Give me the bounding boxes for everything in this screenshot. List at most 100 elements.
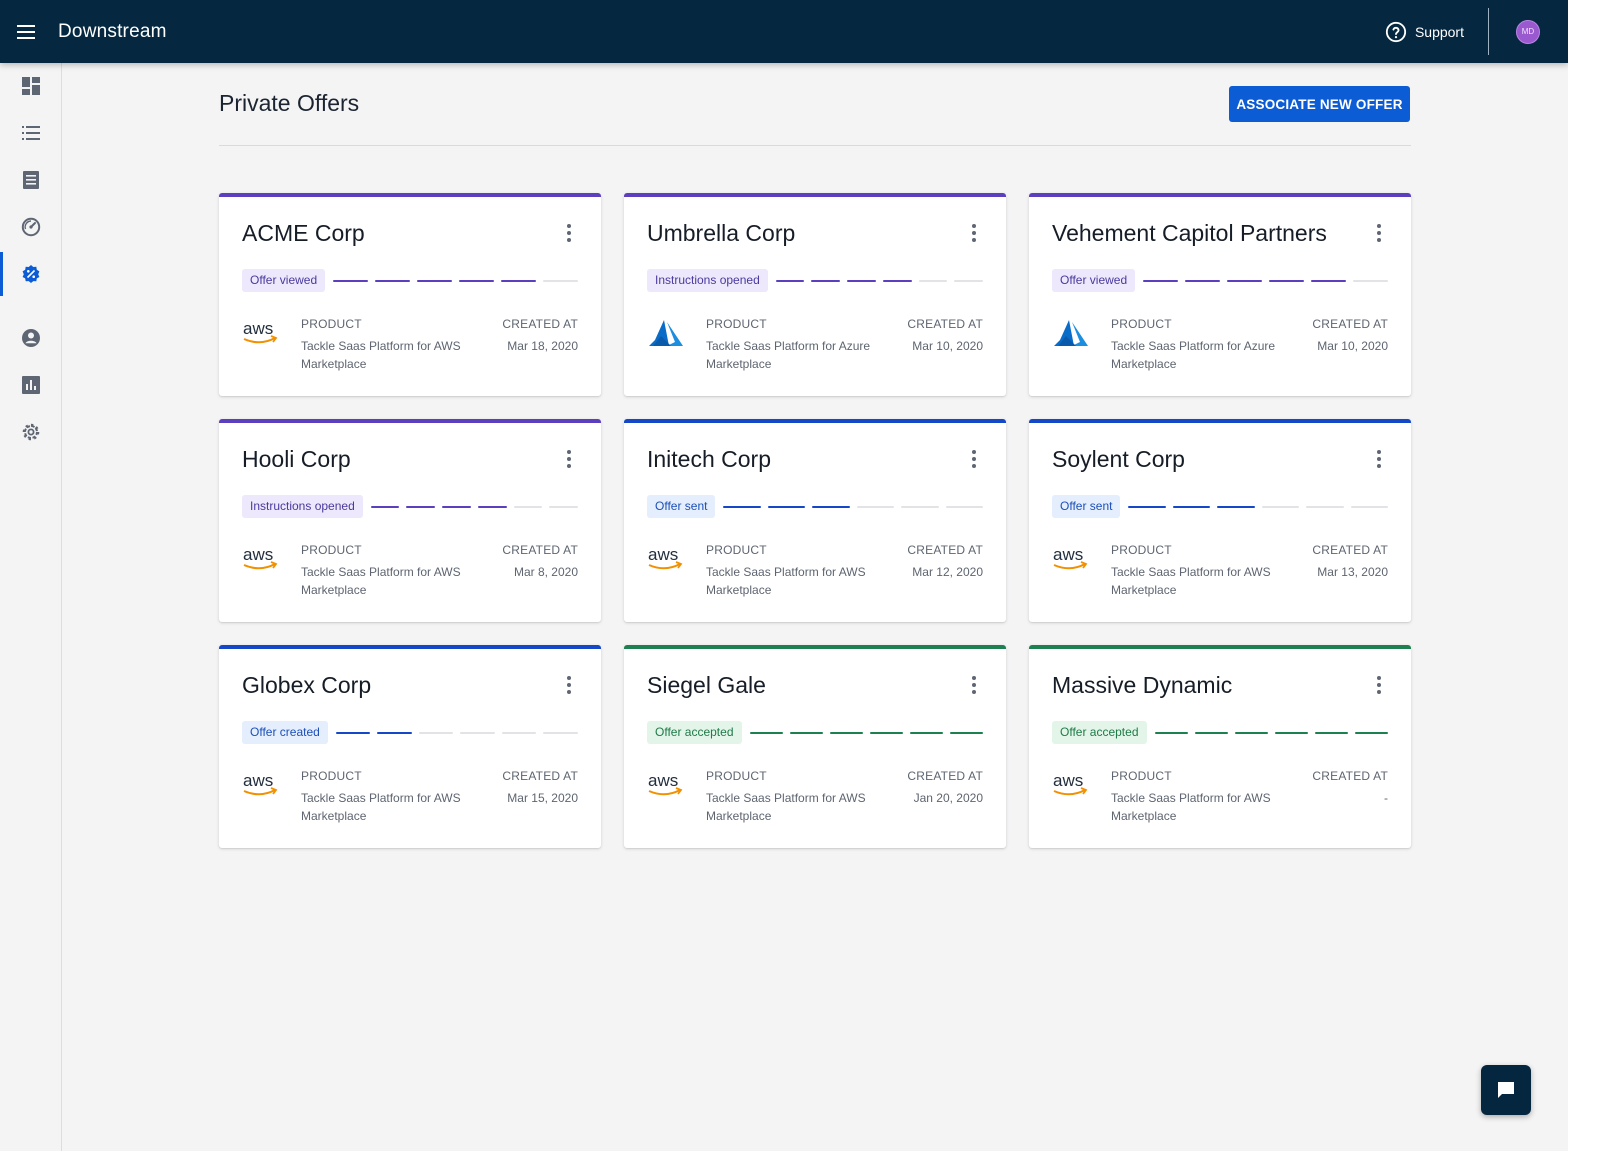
created-at-label: CREATED AT xyxy=(502,317,578,331)
offer-card[interactable]: Initech Corp Offer sent aws PRODUCT Tackle S… xyxy=(624,419,1006,622)
chat-bubble-icon xyxy=(1498,1082,1514,1098)
title-divider xyxy=(219,145,1411,146)
sidebar-item-list[interactable] xyxy=(0,111,61,155)
offer-card[interactable]: Massive Dynamic Offer accepted aws PRODUCT T… xyxy=(1029,645,1411,848)
progress-step xyxy=(1269,279,1305,282)
progress-step xyxy=(1194,731,1228,734)
more-vert-icon[interactable] xyxy=(970,224,978,242)
progress-step xyxy=(829,731,863,734)
status-row: Offer created xyxy=(242,721,579,744)
progress-step xyxy=(882,279,912,282)
progress-step xyxy=(477,505,507,508)
aws-logo-icon: aws xyxy=(242,770,280,800)
offer-card[interactable]: Vehement Capitol Partners Offer viewed PRO… xyxy=(1029,193,1411,396)
status-row: Offer viewed xyxy=(242,269,578,292)
offer-company: Siegel Gale xyxy=(647,672,766,698)
status-badge: Offer sent xyxy=(647,495,716,518)
created-at-value: Mar 10, 2020 xyxy=(912,339,983,353)
more-vert-icon[interactable] xyxy=(1375,450,1383,468)
progress-step xyxy=(1154,731,1188,734)
progress-step xyxy=(918,279,948,282)
created-at-label: CREATED AT xyxy=(1312,317,1388,331)
offer-card[interactable]: Siegel Gale Offer accepted aws PRODUCT Tackl… xyxy=(624,645,1006,848)
sidebar-item-documents[interactable] xyxy=(0,158,61,202)
status-row: Offer sent xyxy=(647,495,984,518)
app-title: Downstream xyxy=(58,20,167,42)
progress-step xyxy=(1306,505,1344,508)
offer-card[interactable]: ACME Corp Offer viewed aws PRODUCT Tackle Sa… xyxy=(219,193,601,396)
offer-company: Umbrella Corp xyxy=(647,220,796,246)
dashboard-icon xyxy=(21,77,40,95)
progress-step xyxy=(1234,731,1268,734)
product-name: Tackle Saas Platform for AWS Marketplace xyxy=(301,791,461,823)
help-circle-icon xyxy=(1385,21,1407,42)
product-name: Tackle Saas Platform for AWS Marketplace xyxy=(1111,791,1271,823)
progress-step xyxy=(375,279,411,282)
offer-company: ACME Corp xyxy=(242,220,365,246)
more-vert-icon[interactable] xyxy=(1375,224,1383,242)
sidebar-item-reports[interactable] xyxy=(0,363,61,407)
svg-text:aws: aws xyxy=(648,771,678,790)
status-badge: Offer accepted xyxy=(1052,721,1147,744)
progress-indicator xyxy=(1143,279,1388,282)
created-at-label: CREATED AT xyxy=(502,769,578,783)
progress-step xyxy=(1314,731,1348,734)
sidebar-item-settings[interactable] xyxy=(0,410,61,454)
progress-step xyxy=(1353,279,1388,282)
offer-card[interactable]: Soylent Corp Offer sent aws PRODUCT Tackle S… xyxy=(1029,419,1411,622)
card-status-bar xyxy=(624,193,1006,197)
card-status-bar xyxy=(624,419,1006,423)
created-at-value: Mar 18, 2020 xyxy=(507,339,578,353)
offer-card[interactable]: Umbrella Corp Instructions opened PRODUCT T… xyxy=(624,193,1006,396)
offer-card[interactable]: Hooli Corp Instructions opened aws PRODUCT T… xyxy=(219,419,601,622)
gear-icon xyxy=(22,423,39,441)
sidebar-item-private-offers[interactable] xyxy=(0,252,61,296)
svg-text:aws: aws xyxy=(243,545,273,564)
svg-text:aws: aws xyxy=(1053,545,1083,564)
document-icon xyxy=(22,171,39,189)
progress-step xyxy=(812,505,850,508)
created-at-value: Mar 13, 2020 xyxy=(1317,565,1388,579)
support-link[interactable]: Support xyxy=(1385,21,1464,43)
app-frame: Downstream Support MD xyxy=(0,0,1568,1151)
more-vert-icon[interactable] xyxy=(565,224,573,242)
progress-step xyxy=(543,731,579,734)
sidebar-item-dashboard[interactable] xyxy=(0,64,61,108)
created-at-label: CREATED AT xyxy=(1312,769,1388,783)
associate-new-offer-button[interactable]: ASSOCIATE NEW OFFER xyxy=(1229,86,1410,122)
more-vert-icon[interactable] xyxy=(565,450,573,468)
offer-company: Hooli Corp xyxy=(242,446,351,472)
more-vert-icon[interactable] xyxy=(565,676,573,694)
offer-card[interactable]: Globex Corp Offer created aws PRODUCT Tackle… xyxy=(219,645,601,848)
sidebar-item-gauge[interactable] xyxy=(0,205,61,249)
sidebar-item-account[interactable] xyxy=(0,316,61,360)
progress-step xyxy=(767,505,806,508)
azure-logo-icon xyxy=(1052,318,1090,348)
progress-step xyxy=(335,731,371,734)
product-label: PRODUCT xyxy=(706,543,767,557)
progress-step xyxy=(459,279,495,282)
progress-step xyxy=(406,505,436,508)
menu-button[interactable] xyxy=(0,0,54,63)
progress-step xyxy=(789,731,823,734)
progress-step xyxy=(1227,279,1263,282)
progress-step xyxy=(723,505,761,508)
more-vert-icon[interactable] xyxy=(970,450,978,468)
chat-button[interactable] xyxy=(1481,1065,1531,1115)
progress-step xyxy=(417,279,453,282)
more-vert-icon[interactable] xyxy=(1375,676,1383,694)
progress-step xyxy=(949,731,983,734)
header-divider xyxy=(1488,8,1489,55)
sidebar-nav xyxy=(0,63,62,1151)
card-status-bar xyxy=(624,645,1006,649)
verified-badge-icon xyxy=(22,265,39,283)
created-at-label: CREATED AT xyxy=(502,543,578,557)
progress-step xyxy=(811,279,841,282)
more-vert-icon[interactable] xyxy=(970,676,978,694)
status-badge: Offer viewed xyxy=(1052,269,1136,292)
user-avatar[interactable]: MD xyxy=(1516,19,1540,44)
product-label: PRODUCT xyxy=(301,769,362,783)
progress-step xyxy=(856,505,895,508)
product-label: PRODUCT xyxy=(301,317,362,331)
offer-card-grid: ACME Corp Offer viewed aws PRODUCT Tackle Sa… xyxy=(219,193,1411,848)
